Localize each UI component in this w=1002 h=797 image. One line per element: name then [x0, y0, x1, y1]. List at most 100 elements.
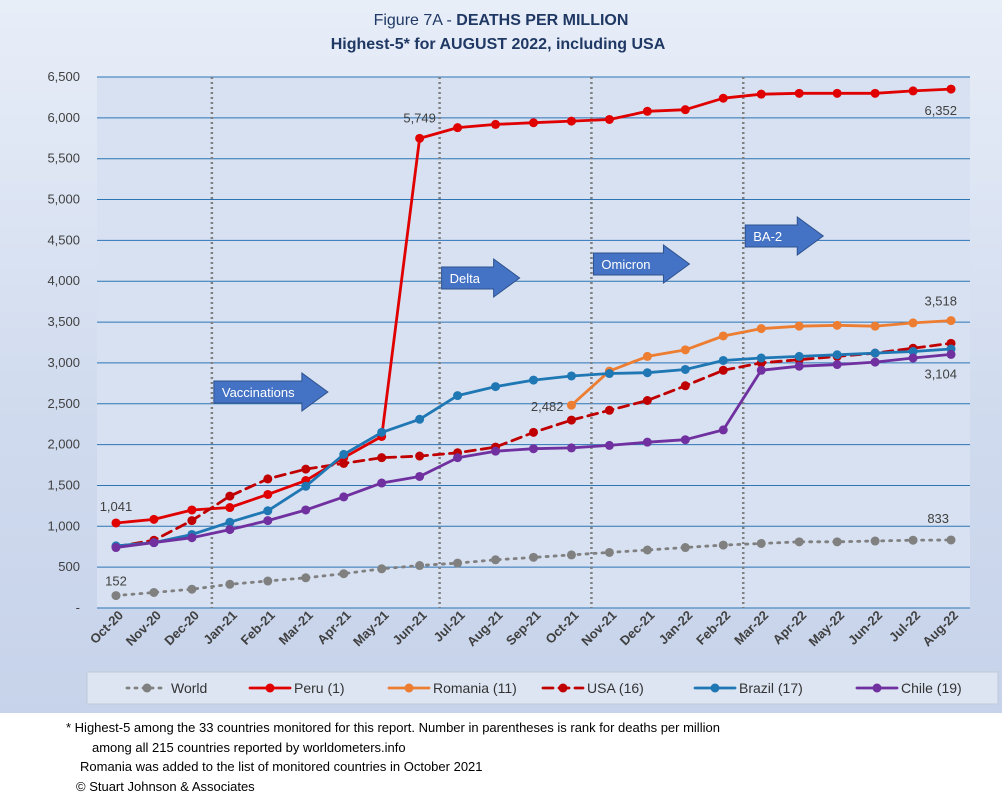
- legend-marker: [404, 683, 414, 693]
- data-point: [111, 518, 121, 528]
- data-point: [187, 584, 197, 594]
- legend-marker: [872, 683, 882, 693]
- data-point: [491, 119, 501, 129]
- data-point: [529, 552, 538, 562]
- data-point: [301, 505, 311, 515]
- data-point: [566, 371, 576, 381]
- event-arrow-label: Delta: [450, 271, 481, 286]
- legend-marker: [558, 683, 568, 693]
- y-tick-label: 6,500: [47, 69, 80, 84]
- data-point: [832, 350, 842, 360]
- x-tick-label: Apr-21: [314, 608, 354, 648]
- data-point: [529, 444, 538, 454]
- data-point: [566, 415, 576, 425]
- data-point: [111, 591, 121, 601]
- data-point: [339, 569, 349, 579]
- x-tick-label: Mar-21: [276, 608, 316, 648]
- data-point: [870, 321, 880, 331]
- data-point: [908, 86, 918, 96]
- data-point: [453, 453, 463, 463]
- data-point: [453, 123, 463, 133]
- event-arrow: [441, 258, 521, 298]
- data-point: [263, 506, 273, 516]
- y-tick-label: 4,000: [47, 273, 80, 288]
- event-arrow-label: Omicron: [601, 257, 650, 272]
- data-point: [149, 538, 159, 548]
- data-point: [187, 505, 197, 515]
- data-point: [642, 368, 652, 378]
- y-tick-label: 4,500: [47, 232, 80, 247]
- y-tick-label: 3,000: [47, 355, 80, 370]
- data-point: [794, 361, 804, 371]
- data-point: [301, 481, 311, 491]
- data-point: [642, 545, 652, 555]
- data-label: 3,518: [924, 294, 957, 309]
- y-tick-label: 1,000: [47, 518, 80, 533]
- data-point: [491, 446, 501, 456]
- data-point: [718, 331, 728, 341]
- x-tick-label: Jan-21: [200, 608, 240, 648]
- data-point: [529, 375, 538, 385]
- data-point: [794, 321, 804, 331]
- data-point: [225, 579, 235, 589]
- data-point: [832, 537, 842, 547]
- data-label: 5,749: [403, 110, 436, 125]
- data-point: [415, 451, 425, 461]
- x-tick-label: Nov-21: [578, 608, 619, 649]
- data-label: 3,104: [924, 366, 957, 381]
- x-tick-label: Mar-22: [731, 608, 771, 648]
- event-arrow-label: BA-2: [753, 229, 782, 244]
- data-point: [870, 357, 880, 367]
- footnotes: * Highest-5 among the 33 countries monit…: [0, 718, 1002, 796]
- data-point: [339, 492, 349, 502]
- y-tick-label: 3,500: [47, 314, 80, 329]
- x-tick-label: Dec-20: [161, 608, 202, 649]
- y-tick-label: 6,000: [47, 110, 80, 125]
- legend-label: World: [171, 680, 207, 696]
- x-tick-label: Sep-21: [503, 608, 544, 649]
- data-point: [756, 353, 766, 363]
- data-point: [680, 381, 690, 391]
- legend-marker: [142, 683, 152, 693]
- y-tick-label: 1,500: [47, 477, 80, 492]
- data-point: [604, 405, 614, 415]
- data-point: [642, 106, 652, 116]
- y-tick-label: -: [76, 600, 80, 615]
- data-point: [680, 543, 690, 553]
- data-point: [263, 576, 273, 586]
- data-point: [870, 536, 880, 546]
- y-tick-label: 5,500: [47, 151, 80, 166]
- data-point: [946, 349, 956, 359]
- event-arrow: [213, 372, 329, 412]
- data-label: 1,041: [100, 499, 133, 514]
- data-point: [453, 391, 463, 401]
- data-point: [718, 425, 728, 435]
- data-point: [680, 435, 690, 445]
- data-point: [946, 316, 956, 326]
- data-point: [604, 547, 614, 557]
- x-tick-label: May-22: [805, 608, 847, 650]
- footnote-line: among all 215 countries reported by worl…: [92, 739, 406, 755]
- data-point: [680, 345, 690, 355]
- legend-label: USA (16): [587, 680, 644, 696]
- data-label: 2,482: [531, 399, 564, 414]
- data-point: [149, 587, 159, 597]
- data-point: [187, 516, 197, 526]
- data-point: [832, 360, 842, 370]
- data-point: [718, 93, 728, 103]
- data-point: [415, 471, 425, 481]
- footnote-line: Romania was added to the list of monitor…: [80, 759, 483, 774]
- data-point: [529, 427, 538, 437]
- data-point: [604, 440, 614, 450]
- event-arrow: [744, 216, 825, 256]
- data-point: [870, 348, 880, 358]
- data-point: [794, 88, 804, 98]
- data-point: [832, 320, 842, 330]
- data-point: [529, 118, 538, 128]
- data-point: [566, 443, 576, 453]
- data-point: [718, 540, 728, 550]
- data-point: [566, 550, 576, 560]
- legend-label: Chile (19): [901, 680, 962, 696]
- data-point: [794, 351, 804, 361]
- legend-label: Brazil (17): [739, 680, 803, 696]
